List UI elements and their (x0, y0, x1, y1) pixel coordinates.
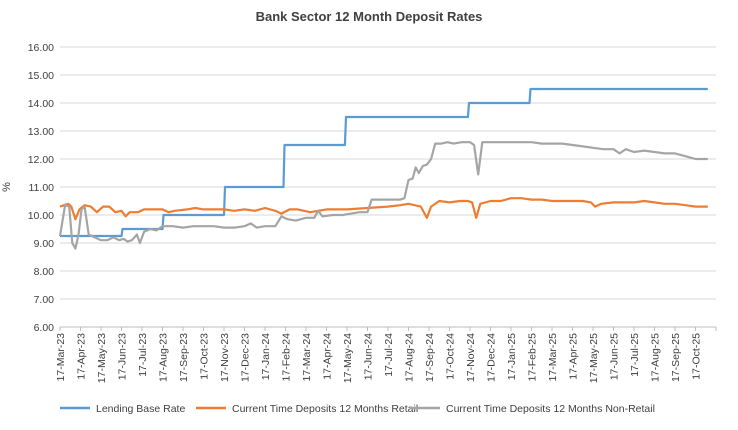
x-tick-label: 17-Jan-24 (260, 333, 272, 380)
x-tick-label: 17-Jun-24 (363, 333, 375, 380)
grid-lines (60, 46, 716, 328)
x-tick-label: 17-Jan-25 (506, 333, 518, 380)
x-tick-label: 17-Nov-23 (219, 333, 231, 382)
x-tick-label: 17-Sep-23 (178, 333, 190, 382)
x-tick-label: 17-Jun-23 (117, 333, 129, 380)
x-tick-label: 17-Jun-25 (609, 333, 621, 380)
x-tick-label: 17-Apr-25 (568, 333, 580, 380)
x-tick-label: 17-Jul-25 (629, 333, 641, 377)
x-tick-label: 17-May-23 (96, 333, 108, 383)
x-tick-label: 17-Feb-25 (527, 333, 539, 382)
y-tick-label: 6.00 (34, 322, 55, 334)
y-axis-label: % (1, 182, 13, 192)
x-tick-label: 17-May-24 (342, 333, 354, 383)
y-tick-label: 14.00 (28, 98, 54, 110)
x-tick-label: 17-Nov-24 (465, 333, 477, 382)
series-line-3 (58, 141, 708, 250)
x-tick-label: 17-Sep-25 (670, 333, 682, 382)
y-tick-label: 9.00 (34, 238, 55, 250)
x-tick-label: 17-Jul-23 (137, 333, 149, 377)
legend-label: Lending Base Rate (96, 403, 185, 415)
x-tick-label: 17-Oct-25 (691, 333, 703, 380)
y-tick-label: 16.00 (28, 42, 54, 54)
series-line-1 (60, 87, 708, 238)
x-tick-label: 17-Mar-25 (547, 333, 559, 382)
x-tick-label: 17-Dec-24 (486, 333, 498, 382)
y-tick-label: 10.00 (28, 210, 54, 222)
series-lines (58, 87, 708, 250)
y-tick-label: 12.00 (28, 154, 54, 166)
y-tick-label: 15.00 (28, 70, 54, 82)
x-tick-label: 17-Jul-24 (383, 333, 395, 377)
x-axis-ticks: 17-Mar-23 17-Apr-23 17-May-23 17-Jun-23 17-J… (55, 333, 703, 383)
y-tick-label: 8.00 (34, 266, 55, 278)
y-tick-label: 11.00 (29, 182, 55, 194)
x-tick-label: 17-Dec-23 (240, 333, 252, 382)
x-tick-label: 17-Mar-23 (55, 333, 67, 382)
x-tick-label: 17-Apr-24 (322, 333, 334, 380)
chart-title: Bank Sector 12 Month Deposit Rates (256, 9, 483, 24)
x-tick-label: 17-Apr-23 (76, 333, 88, 380)
x-axis (59, 326, 717, 331)
x-tick-label: 17-Oct-23 (199, 333, 211, 380)
x-tick-label: 17-Aug-23 (158, 333, 170, 382)
x-tick-label: 17-May-25 (588, 333, 600, 383)
legend-label: Current Time Deposits 12 Months Non-Reta… (446, 403, 655, 415)
x-tick-label: 17-Sep-24 (424, 333, 436, 382)
x-tick-label: 17-Oct-24 (445, 333, 457, 380)
x-tick-label: 17-Mar-24 (301, 333, 313, 382)
x-tick-label: 17-Feb-24 (281, 333, 293, 382)
y-tick-label: 13.00 (28, 126, 54, 138)
y-tick-label: 7.00 (34, 294, 55, 306)
legend: Lending Base Rate Current Time Deposits 1… (60, 403, 655, 415)
series-line-2 (59, 197, 708, 221)
x-tick-label: 17-Aug-24 (404, 333, 416, 382)
x-tick-label: 17-Aug-25 (650, 333, 662, 382)
legend-label: Current Time Deposits 12 Months Retail (232, 403, 418, 415)
y-axis-ticks: 6.00 7.00 8.00 9.00 10.00 11.00 12.00 13.00 14.0… (28, 42, 54, 334)
